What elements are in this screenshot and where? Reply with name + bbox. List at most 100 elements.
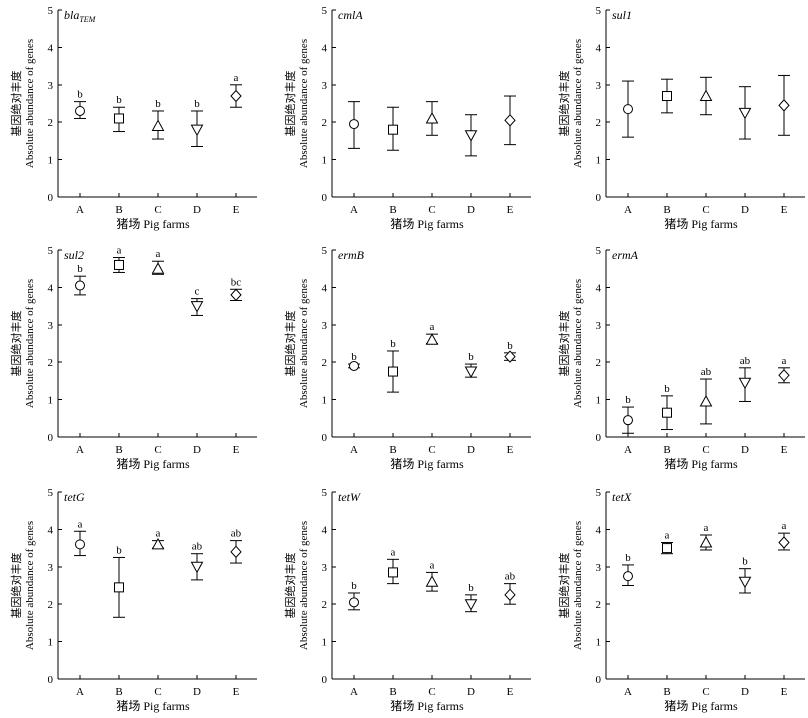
significance-label: b [351, 351, 357, 363]
x-tick-label: D [741, 444, 749, 456]
y-tick-label: 5 [596, 487, 602, 499]
marker-square [114, 582, 124, 593]
significance-label: ab [740, 355, 751, 367]
marker-diamond [230, 545, 242, 559]
panel-3: 0 1 2 3 4 5 A B C D E 猪场 Pig farms 基因绝对丰度 Absolute ab… [9, 244, 257, 471]
marker-square [388, 366, 398, 377]
x-tick-label: A [76, 204, 84, 216]
y-axis-label-cn: 基因绝对丰度 [557, 553, 571, 619]
y-tick-label: 4 [596, 282, 602, 294]
marker-triangle-down [738, 107, 752, 120]
x-tick-label: A [624, 204, 632, 216]
x-tick-label: B [663, 204, 670, 216]
panel-title-main: tetW [338, 490, 361, 504]
marker-circle [623, 571, 633, 582]
x-axis-label: 猪场 Pig farms [664, 457, 738, 471]
significance-label: bc [231, 276, 242, 288]
panel-title-main: sul2 [64, 248, 84, 262]
x-tick-label: B [115, 204, 122, 216]
panel-title: sul1 [612, 8, 632, 22]
y-tick-label: 0 [48, 432, 54, 444]
x-tick-label: B [663, 444, 670, 456]
significance-label: a [391, 546, 396, 558]
panel-title: tetX [612, 490, 632, 504]
y-tick-label: 0 [48, 674, 54, 686]
y-tick-label: 5 [48, 245, 54, 257]
marker-triangle-down [190, 124, 204, 137]
significance-label: b [116, 544, 122, 556]
marker-triangle-up [699, 89, 713, 102]
marker-triangle-down [738, 576, 752, 589]
marker-diamond [504, 350, 516, 363]
marker-circle [349, 119, 359, 130]
marker-circle [75, 280, 85, 291]
marker-circle [349, 597, 359, 608]
x-tick-label: B [389, 444, 396, 456]
y-tick-label: 0 [596, 432, 602, 444]
marker-square [662, 543, 672, 554]
significance-label: b [116, 94, 122, 106]
panel-title: tetG [64, 490, 85, 504]
y-tick-label: 1 [596, 637, 602, 649]
x-axis-label: 猪场 Pig farms [116, 457, 190, 471]
panel-title-main: tetX [612, 490, 632, 504]
panel-5: 0 1 2 3 4 5 A B C D E 猪场 Pig farms 基因绝对丰度 Absolute ab… [557, 245, 805, 471]
significance-label: b [507, 340, 513, 352]
significance-label: ab [192, 541, 203, 553]
y-axis-label-en: Absolute abundance of genes [24, 279, 36, 408]
x-tick-label: D [741, 686, 749, 698]
y-tick-label: 1 [48, 395, 54, 407]
y-tick-label: 1 [322, 637, 328, 649]
y-tick-label: 2 [48, 599, 54, 611]
marker-triangle-down [190, 561, 204, 574]
x-tick-label: C [428, 686, 435, 698]
y-axis-label-en: Absolute abundance of genes [298, 521, 310, 650]
marker-circle [623, 415, 633, 426]
marker-circle [75, 539, 85, 550]
x-tick-label: D [193, 204, 201, 216]
x-tick-label: E [233, 444, 240, 456]
x-axis-label: 猪场 Pig farms [664, 217, 738, 231]
x-tick-label: B [115, 686, 122, 698]
x-axis-label: 猪场 Pig farms [390, 699, 464, 713]
x-tick-label: B [115, 444, 122, 456]
significance-label: a [704, 522, 709, 534]
marker-triangle-up [425, 111, 439, 124]
significance-label: b [194, 98, 200, 110]
significance-label: a [156, 248, 161, 260]
y-tick-label: 2 [322, 357, 328, 369]
y-axis-label-cn: 基因绝对丰度 [283, 311, 297, 377]
x-tick-label: C [702, 444, 709, 456]
x-tick-label: D [467, 686, 475, 698]
y-tick-label: 3 [48, 80, 54, 92]
marker-triangle-up [425, 575, 439, 587]
panel-title-main: cmlA [338, 8, 363, 22]
y-tick-label: 2 [596, 117, 602, 129]
y-tick-label: 5 [322, 487, 328, 499]
significance-label: b [77, 263, 83, 275]
marker-triangle-down [464, 366, 478, 379]
marker-triangle-down [738, 377, 752, 390]
y-tick-label: 1 [48, 637, 54, 649]
y-tick-label: 5 [596, 245, 602, 257]
y-axis-label-cn: 基因绝对丰度 [283, 71, 297, 137]
significance-label: a [78, 518, 83, 530]
panel-title: ermA [612, 248, 639, 262]
y-tick-label: 3 [322, 80, 328, 92]
y-axis-label-en: Absolute abundance of genes [298, 39, 310, 168]
x-tick-label: D [467, 204, 475, 216]
y-tick-label: 1 [596, 395, 602, 407]
marker-diamond [504, 588, 516, 602]
x-tick-label: A [76, 686, 84, 698]
significance-label: b [625, 394, 631, 406]
y-tick-label: 4 [48, 524, 54, 536]
y-tick-label: 5 [48, 487, 54, 499]
marker-circle [623, 104, 633, 115]
significance-label: b [664, 383, 670, 395]
x-tick-label: C [428, 444, 435, 456]
significance-label: ab [701, 366, 712, 378]
panel-title-sub: TEM [79, 15, 96, 24]
x-axis-label: 猪场 Pig farms [116, 699, 190, 713]
y-tick-label: 3 [322, 562, 328, 574]
y-tick-label: 0 [322, 192, 328, 204]
